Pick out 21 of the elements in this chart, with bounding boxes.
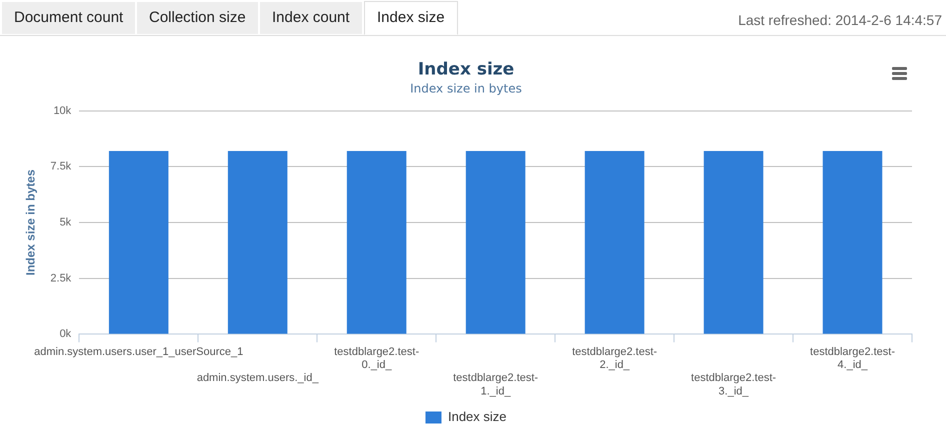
text: Index size bbox=[364, 1, 458, 35]
text: Document count bbox=[2, 2, 136, 34]
y-tick-label: 7.5k bbox=[50, 160, 72, 173]
text: Last refreshed: 2014-2-6 14:4:57 bbox=[738, 12, 942, 28]
x-tick-label: admin.system.users._id_ bbox=[196, 372, 320, 384]
y-tick-label: 10k bbox=[53, 104, 72, 117]
chart-subtitle: Index size in bytes bbox=[410, 82, 522, 96]
y-tick-label: 5k bbox=[60, 216, 72, 229]
text: Collection size bbox=[137, 2, 258, 34]
y-axis-title: Index size in bytes bbox=[24, 169, 38, 276]
x-tick-label: testdblarge2.test-1._id_ bbox=[453, 372, 538, 398]
chart-title: Index size bbox=[418, 60, 514, 80]
x-tick-label: testdblarge2.test-3._id_ bbox=[691, 372, 776, 398]
x-tick-label: testdblarge2.test-0._id_ bbox=[334, 346, 420, 372]
text: Index count bbox=[260, 2, 362, 34]
legend-label: Index size bbox=[448, 409, 507, 424]
x-tick-label: testdblarge2.test-4._id_ bbox=[810, 346, 896, 372]
y-tick-label: 2.5k bbox=[50, 272, 72, 284]
x-tick-label: testdblarge2.test-2._id_ bbox=[572, 346, 658, 372]
y-tick-label: 0k bbox=[60, 328, 72, 340]
x-tick-label: admin.system.users.user_1_userSource_1 bbox=[34, 346, 244, 358]
